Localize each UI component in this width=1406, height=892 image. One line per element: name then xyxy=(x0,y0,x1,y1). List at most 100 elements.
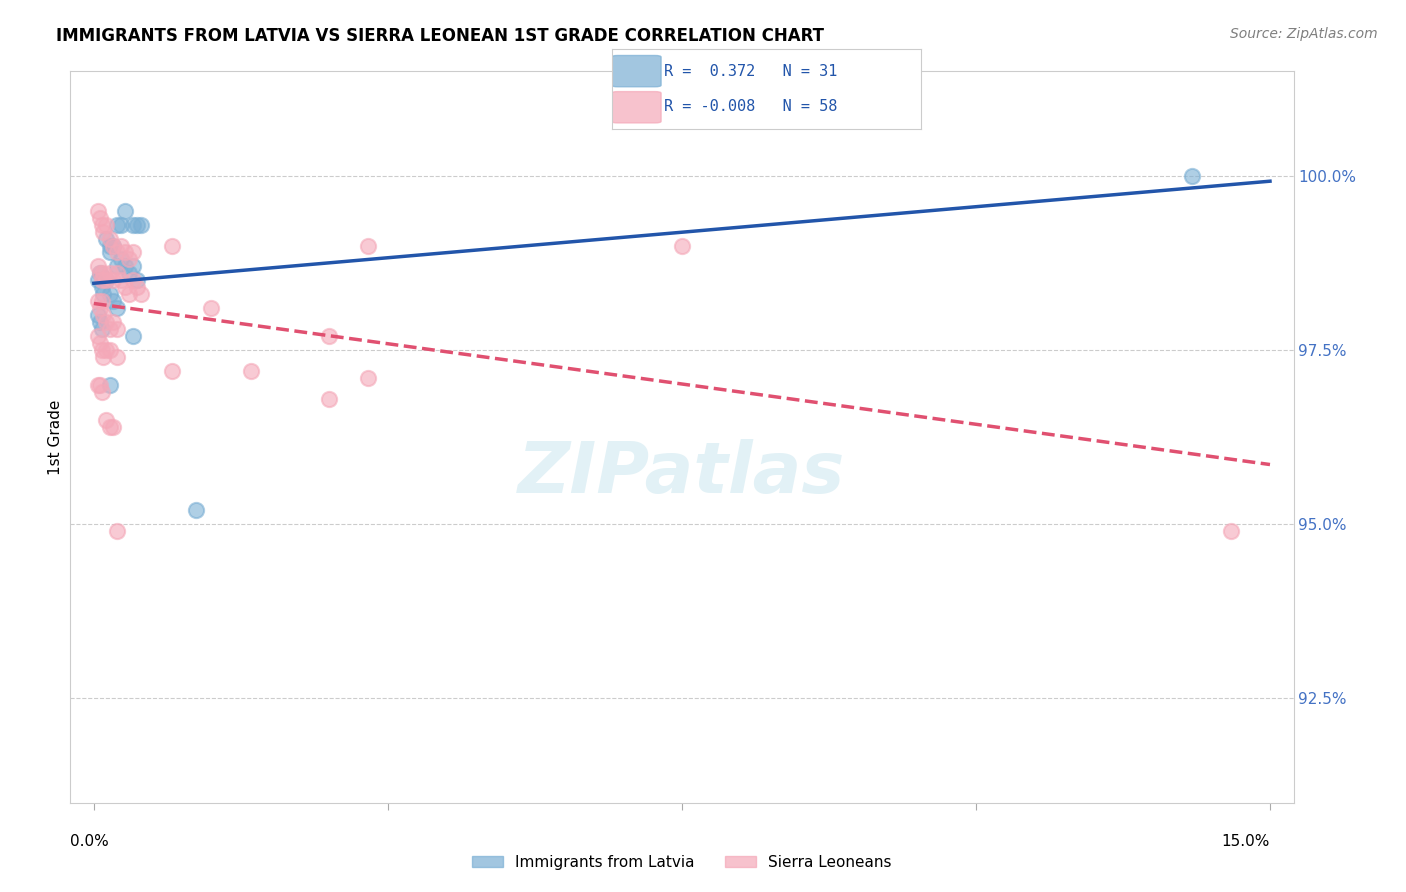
Point xyxy=(94,218,117,232)
Text: R =  0.372   N = 31: R = 0.372 N = 31 xyxy=(664,64,838,79)
Point xyxy=(98,238,121,252)
Point xyxy=(89,377,111,392)
Point xyxy=(105,218,128,232)
Text: Source: ZipAtlas.com: Source: ZipAtlas.com xyxy=(1230,27,1378,41)
Point xyxy=(94,273,117,287)
Point xyxy=(105,322,128,336)
Point xyxy=(110,252,132,267)
Point xyxy=(118,252,141,267)
Text: IMMIGRANTS FROM LATVIA VS SIERRA LEONEAN 1ST GRADE CORRELATION CHART: IMMIGRANTS FROM LATVIA VS SIERRA LEONEAN… xyxy=(56,27,824,45)
Point xyxy=(103,315,125,329)
Point xyxy=(103,294,125,309)
Point xyxy=(89,336,111,351)
Point xyxy=(98,343,121,357)
Point xyxy=(91,308,114,322)
Point xyxy=(318,392,340,406)
Legend: Immigrants from Latvia, Sierra Leoneans: Immigrants from Latvia, Sierra Leoneans xyxy=(467,848,897,876)
Point xyxy=(184,503,207,517)
Point xyxy=(87,329,110,343)
Point xyxy=(90,343,112,357)
Point xyxy=(105,260,128,274)
Point xyxy=(98,287,121,301)
Point xyxy=(87,260,110,274)
Point xyxy=(90,280,112,294)
Text: R = -0.008   N = 58: R = -0.008 N = 58 xyxy=(664,99,838,114)
Point xyxy=(1219,524,1241,538)
Point xyxy=(200,301,222,316)
Text: 15.0%: 15.0% xyxy=(1222,834,1270,849)
Point xyxy=(125,280,148,294)
Point xyxy=(94,412,117,426)
Point xyxy=(89,266,111,280)
Point xyxy=(110,218,132,232)
Point xyxy=(94,273,117,287)
Point xyxy=(87,294,110,309)
Point xyxy=(160,238,183,252)
Point xyxy=(91,350,114,364)
Point xyxy=(122,329,145,343)
Point xyxy=(129,287,152,301)
FancyBboxPatch shape xyxy=(612,92,661,123)
Point xyxy=(89,315,111,329)
Point xyxy=(129,218,152,232)
Point xyxy=(90,294,112,309)
Text: 0.0%: 0.0% xyxy=(70,834,110,849)
Point xyxy=(318,329,340,343)
Point xyxy=(98,322,121,336)
Point xyxy=(239,364,262,378)
Point xyxy=(98,245,121,260)
Point xyxy=(671,238,693,252)
Point xyxy=(114,203,136,218)
Point xyxy=(103,238,125,252)
FancyBboxPatch shape xyxy=(612,55,661,87)
Point xyxy=(90,384,112,399)
Point xyxy=(89,211,111,225)
Point xyxy=(91,287,114,301)
Point xyxy=(105,245,128,260)
Point xyxy=(1180,169,1202,183)
Point xyxy=(125,218,148,232)
Point xyxy=(91,225,114,239)
Point xyxy=(105,301,128,316)
Y-axis label: 1st Grade: 1st Grade xyxy=(48,400,63,475)
Point xyxy=(103,273,125,287)
Point xyxy=(122,245,145,260)
Point xyxy=(87,203,110,218)
Point xyxy=(105,266,128,280)
Point xyxy=(90,218,112,232)
Point xyxy=(87,377,110,392)
Point xyxy=(89,266,111,280)
Point xyxy=(110,238,132,252)
Point xyxy=(90,273,112,287)
Point xyxy=(94,343,117,357)
Point xyxy=(118,266,141,280)
Point xyxy=(98,231,121,245)
Point xyxy=(87,308,110,322)
Point xyxy=(118,287,141,301)
Point xyxy=(89,301,111,316)
Point xyxy=(357,238,380,252)
Point xyxy=(94,231,117,245)
Point xyxy=(105,524,128,538)
Text: ZIPatlas: ZIPatlas xyxy=(519,439,845,508)
Point xyxy=(90,322,112,336)
Point xyxy=(125,273,148,287)
Point xyxy=(114,260,136,274)
Point xyxy=(91,266,114,280)
Point xyxy=(105,350,128,364)
Point xyxy=(98,377,121,392)
Point xyxy=(160,364,183,378)
Point xyxy=(94,315,117,329)
Point xyxy=(98,266,121,280)
Point xyxy=(87,273,110,287)
Point xyxy=(114,245,136,260)
Point xyxy=(110,273,132,287)
Point xyxy=(103,419,125,434)
Point xyxy=(357,371,380,385)
Point xyxy=(103,238,125,252)
Point xyxy=(122,273,145,287)
Point xyxy=(122,218,145,232)
Point xyxy=(98,419,121,434)
Point xyxy=(122,260,145,274)
Point xyxy=(114,280,136,294)
